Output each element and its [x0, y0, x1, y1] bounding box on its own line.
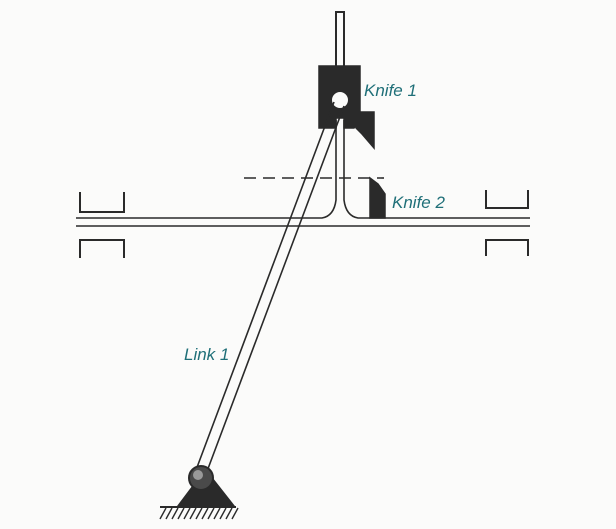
strip-upper-edge	[76, 120, 337, 219]
ground-hatch-stroke	[201, 507, 209, 520]
right-upper-guide	[485, 190, 529, 209]
knife1-label: Knife 1	[364, 81, 417, 100]
knife2-label: Knife 2	[392, 193, 445, 212]
link1-edge-a	[195, 101, 335, 471]
link1-edge-b	[205, 105, 345, 475]
ground-hatch-stroke	[159, 507, 167, 520]
ground-hatch-stroke	[189, 507, 197, 520]
knife1-pivot	[330, 90, 350, 110]
link1-label: Link 1	[184, 345, 230, 364]
guide-rod	[335, 11, 345, 69]
ground-hatch-stroke	[225, 507, 233, 520]
right-lower-guide	[485, 239, 529, 256]
knife2-blade	[369, 176, 386, 219]
ground-hatch-stroke	[213, 507, 221, 520]
ground-hatch-stroke	[177, 507, 185, 520]
ground-hatching	[159, 507, 239, 520]
ground-hatch-stroke	[195, 507, 203, 520]
ground-pivot-pin-highlight	[193, 470, 203, 480]
left-lower-guide	[79, 239, 125, 258]
left-upper-guide	[79, 192, 125, 213]
knife1-blade	[355, 111, 375, 151]
strip-upper-edge-right	[343, 120, 530, 219]
ground-hatch-stroke	[165, 507, 173, 520]
ground-hatch-stroke	[171, 507, 179, 520]
ground-hatch-stroke	[231, 507, 239, 520]
ground-hatch-stroke	[219, 507, 227, 520]
ground-hatch-stroke	[183, 507, 191, 520]
ground-hatch-stroke	[207, 507, 215, 520]
